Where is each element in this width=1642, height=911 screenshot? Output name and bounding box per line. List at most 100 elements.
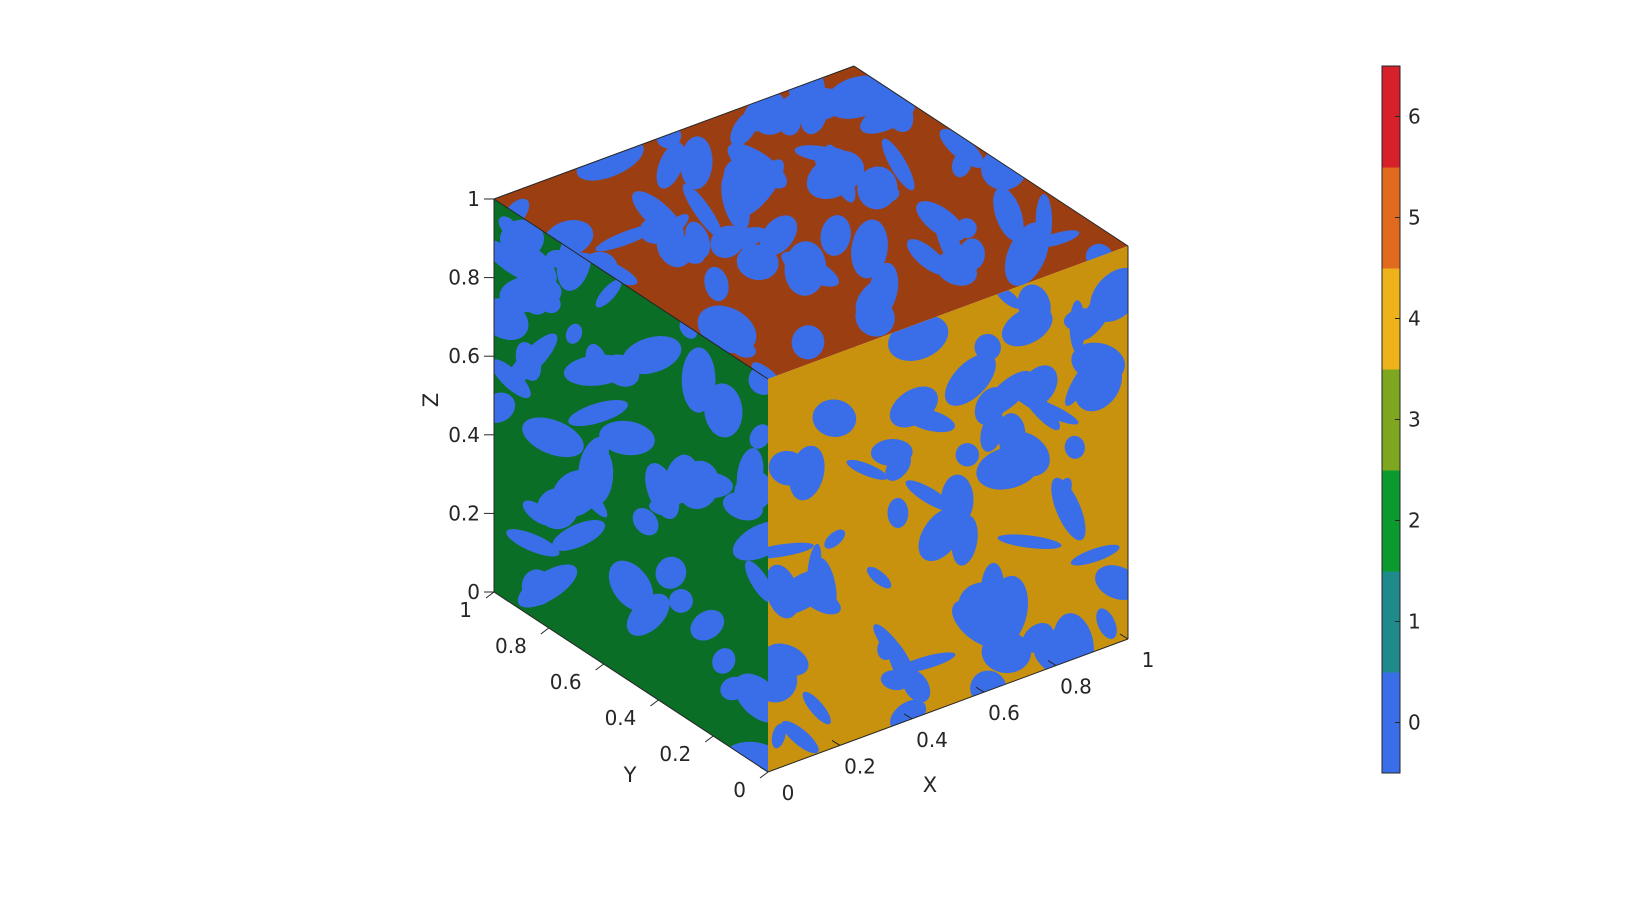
surface-blob: [1017, 284, 1051, 327]
cube-top-face: [494, 66, 1128, 379]
surface-blob: [855, 297, 895, 337]
z-tick-label: 0.2: [448, 501, 480, 525]
z-axis: 0 0.2 0.4 0.6 0.8 1: [448, 187, 494, 604]
surface-blob: [881, 138, 915, 191]
surface-blob: [1077, 289, 1115, 341]
surface-blob: [669, 588, 693, 613]
surface-blob: [704, 383, 743, 438]
y-tick-label: 1: [459, 598, 472, 622]
surface-blob: [494, 359, 531, 399]
y-tick: [704, 735, 714, 743]
surface-blob: [522, 500, 553, 526]
surface-blob: [789, 445, 825, 501]
y-tick-label: 0: [733, 778, 746, 802]
surface-blob: [939, 128, 985, 168]
surface-blob: [772, 568, 834, 615]
x-tick-label: 0: [782, 781, 795, 805]
surface-blob: [632, 508, 659, 536]
surface-blob: [1051, 477, 1086, 541]
x-tick-label: 0.6: [988, 701, 1020, 725]
surface-blob: [974, 333, 1001, 361]
surface-blob: [1096, 608, 1117, 639]
colorbar-segment: [1382, 672, 1400, 774]
surface-blob: [500, 219, 544, 259]
y-tick-label: 0.2: [659, 742, 691, 766]
surface-blob: [656, 142, 685, 189]
surface-blob: [1065, 355, 1098, 406]
surface-blob: [902, 408, 955, 433]
surface-blob: [506, 529, 560, 557]
surface-blob: [697, 305, 757, 354]
surface-blob: [1064, 435, 1085, 459]
x-tick: [831, 739, 841, 746]
surface-blob: [768, 658, 798, 703]
surface-blob: [690, 609, 725, 641]
surface-blob: [603, 354, 640, 387]
surface-blob: [579, 436, 609, 483]
surface-blob: [505, 333, 558, 387]
colorbar-tick-label: 5: [1408, 206, 1421, 230]
colorbar-segment: [1382, 470, 1400, 572]
y-tick-label: 0.6: [550, 670, 582, 694]
surface-blob: [682, 183, 723, 239]
y-tick: [759, 771, 769, 779]
surface-blob: [851, 219, 888, 279]
surface-blob: [683, 472, 733, 499]
surface-blob: [791, 325, 825, 360]
surface-blob: [521, 569, 554, 606]
y-tick: [485, 591, 495, 599]
colorbar: 0 1 2 3 4 5 6: [1381, 65, 1421, 774]
surface-blob: [781, 720, 819, 754]
colorbar-tick-label: 4: [1408, 307, 1421, 331]
cube-front-wireframe: [493, 65, 1129, 773]
surface-blob: [958, 238, 985, 271]
surface-blob: [886, 637, 919, 697]
surface-blob: [976, 446, 1040, 490]
surface-blob: [952, 599, 1009, 649]
y-tick: [595, 663, 604, 671]
cube-left-face: [494, 199, 768, 772]
surface-blob: [721, 172, 750, 231]
z-axis-label: Z: [419, 393, 443, 407]
y-tick: [540, 627, 550, 635]
surface-blob: [545, 249, 570, 268]
right-face-surface: [768, 267, 1128, 754]
x-tick: [903, 713, 913, 720]
surface-blob: [885, 452, 911, 481]
y-tick-label: 0.4: [605, 706, 637, 730]
surface-blob: [993, 187, 1024, 241]
surface-blob: [626, 593, 670, 636]
surface-blob: [806, 154, 862, 200]
surface-blob: [655, 556, 687, 589]
surface-blob: [980, 411, 1005, 452]
cube-edge: [853, 65, 1129, 247]
surface-blob: [494, 392, 516, 423]
x-tick-label: 1: [1142, 648, 1155, 672]
y-axis-label: Y: [623, 763, 637, 787]
surface-blob: [887, 498, 909, 528]
surface-blob: [866, 566, 892, 589]
x-tick: [975, 686, 985, 693]
y-tick-label: 0.8: [495, 634, 527, 658]
z-tick-label: 0: [467, 580, 480, 604]
surface-blob: [846, 459, 888, 480]
surface-blob: [720, 676, 747, 701]
surface-blob: [608, 560, 654, 612]
x-tick-label: 0.8: [1060, 675, 1092, 699]
surface-blob: [749, 424, 768, 449]
x-tick-label: 0.4: [916, 728, 948, 752]
surface-blob: [916, 201, 966, 241]
surface-blob: [568, 399, 628, 427]
left-face-surface: [494, 216, 768, 772]
surface-blob: [745, 560, 768, 604]
surface-blob: [736, 448, 764, 502]
x-axis: 0 0.2 0.4 0.6 0.8 1: [759, 633, 1155, 805]
z-tick-label: 0.8: [448, 266, 480, 290]
colorbar-tick-label: 2: [1408, 509, 1421, 533]
surface-blob: [906, 239, 948, 275]
z-tick-label: 0.4: [448, 423, 480, 447]
surface-blob: [722, 492, 763, 521]
colorbar-segment: [1382, 369, 1400, 471]
surface-blob: [768, 542, 814, 559]
